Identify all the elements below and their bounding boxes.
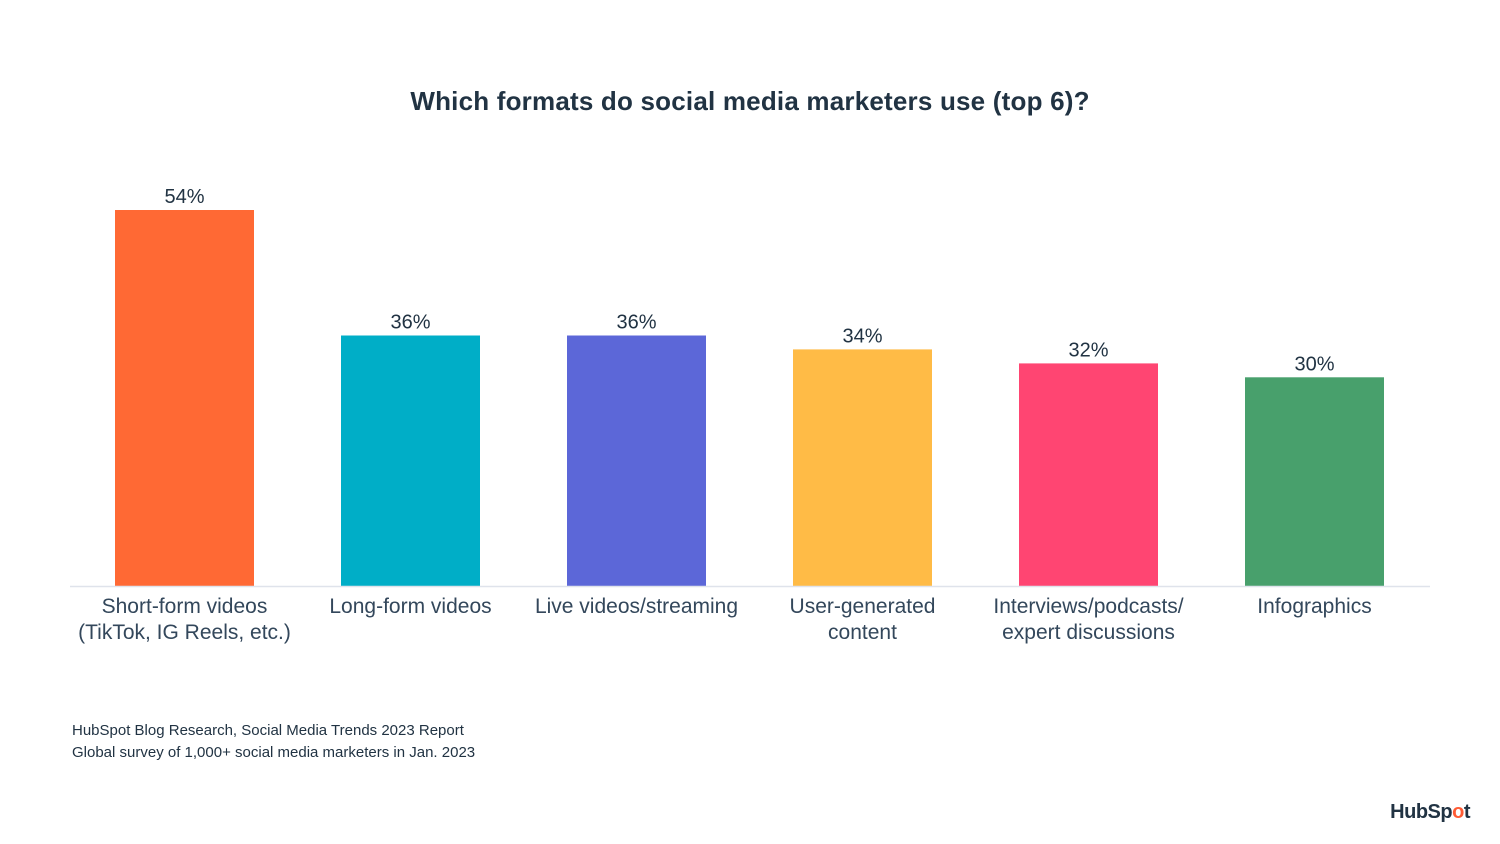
- bar-6: [1245, 377, 1384, 587]
- category-label-line: expert discussions: [1002, 621, 1175, 644]
- category-label-line: User-generated: [790, 595, 936, 618]
- bar-value-label-3: 36%: [616, 312, 656, 334]
- source-note: HubSpot Blog Research, Social Media Tren…: [72, 720, 475, 764]
- source-line-2: Global survey of 1,000+ social media mar…: [72, 744, 476, 761]
- bar-3: [567, 335, 706, 587]
- bar-5: [1019, 363, 1158, 587]
- bars-layer: 54% 36% 36% 34% 32% 30%: [115, 186, 1384, 587]
- source-line-1: HubSpot Blog Research, Social Media Tren…: [72, 722, 464, 739]
- bar-value-label-4: 34%: [842, 325, 882, 347]
- category-label-4: User-generated content: [790, 595, 936, 644]
- bar-value-label-2: 36%: [390, 312, 430, 334]
- labels-layer: Short-form videos (TikTok, IG Reels, etc.…: [78, 595, 1372, 644]
- hubspot-logo: HubSpot: [1390, 801, 1470, 823]
- category-label-line: Short-form videos: [102, 595, 268, 618]
- category-label-line: Long-form videos: [329, 595, 491, 618]
- category-label-6: Infographics: [1257, 595, 1371, 618]
- category-label-line: Live videos/streaming: [535, 595, 738, 618]
- category-label-line: Interviews/podcasts/: [993, 595, 1183, 618]
- category-label-2: Long-form videos: [329, 595, 491, 618]
- bar-value-label-5: 32%: [1068, 339, 1108, 361]
- category-label-line: Infographics: [1257, 595, 1371, 618]
- category-label-3: Live videos/streaming: [535, 595, 738, 618]
- bar-value-label-6: 30%: [1294, 353, 1334, 375]
- category-label-line: content: [828, 621, 897, 644]
- category-label-line: (TikTok, IG Reels, etc.): [78, 621, 291, 644]
- category-label-1: Short-form videos (TikTok, IG Reels, etc.…: [78, 595, 291, 644]
- category-label-5: Interviews/podcasts/expert discussions: [993, 595, 1183, 644]
- chart-title: Which formats do social media marketers …: [410, 86, 1090, 116]
- bar-1: [115, 210, 254, 587]
- bar-2: [341, 335, 480, 587]
- bar-value-label-1: 54%: [164, 186, 204, 208]
- bar-4: [793, 349, 932, 587]
